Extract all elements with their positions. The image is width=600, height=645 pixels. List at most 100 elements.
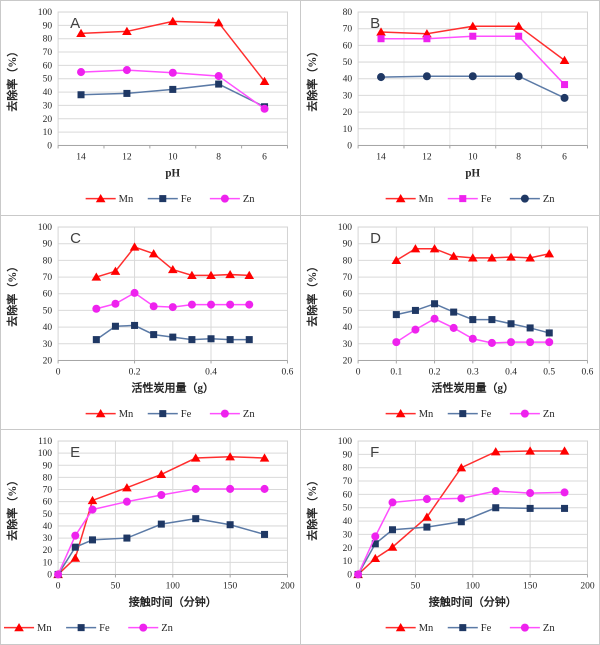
panel-a: 0 10 20 30 40 50 60 70 80 90 100 14 12 10 8 6 pH 去除率（%） A M… (1, 1, 300, 215)
svg-text:10: 10 (168, 152, 178, 162)
svg-text:30: 30 (342, 531, 352, 541)
legend-item-Zn-panel-F: Zn (509, 623, 555, 634)
svg-text:A: A (70, 15, 80, 32)
svg-text:去除率（%）: 去除率（%） (5, 475, 19, 541)
svg-text:Mn: Mn (418, 409, 433, 420)
svg-text:50: 50 (43, 75, 53, 85)
svg-text:0.2: 0.2 (129, 367, 141, 377)
svg-text:40: 40 (43, 522, 53, 532)
svg-text:20: 20 (342, 108, 352, 118)
series-Mn-panel-E (53, 452, 270, 579)
series-Fe-panel-D (392, 299, 553, 337)
svg-text:Fe: Fe (480, 194, 491, 205)
svg-text:0: 0 (347, 141, 352, 151)
series-Mn-panel-F (352, 446, 569, 579)
svg-text:50: 50 (342, 306, 352, 316)
svg-text:70: 70 (342, 273, 352, 283)
svg-text:10: 10 (43, 128, 53, 138)
svg-text:Zn: Zn (542, 409, 554, 420)
svg-text:150: 150 (223, 582, 238, 592)
svg-text:去除率（%）: 去除率（%） (305, 260, 319, 326)
svg-text:Zn: Zn (161, 623, 173, 634)
svg-text:80: 80 (342, 8, 352, 18)
svg-text:50: 50 (43, 510, 53, 520)
svg-text:0.5: 0.5 (543, 367, 555, 377)
svg-text:60: 60 (43, 289, 53, 299)
svg-text:80: 80 (342, 256, 352, 266)
svg-text:20: 20 (43, 115, 53, 125)
svg-text:100: 100 (38, 449, 53, 459)
legend-item-Fe-panel-A: Fe (147, 194, 192, 205)
svg-text:Fe: Fe (181, 194, 192, 205)
svg-text:接触时间（分钟）: 接触时间（分钟） (129, 595, 217, 609)
series-Zn-panel-C (92, 288, 254, 313)
svg-text:70: 70 (342, 477, 352, 487)
svg-text:90: 90 (43, 239, 53, 249)
panel-c-chart: 20 30 40 50 60 70 80 90 100 0 0.2 0.4 0.6 活性炭用量（g） 去除率… (5, 223, 294, 420)
svg-text:30: 30 (43, 101, 53, 111)
svg-text:活性炭用量（g）: 活性炭用量（g） (431, 380, 514, 394)
svg-text:Zn: Zn (243, 194, 255, 205)
svg-text:8: 8 (216, 152, 221, 162)
axes-panel-B: 0 10 20 30 40 50 60 70 80 14 12 10 8 6 pH 去除率（%） B (305, 8, 588, 180)
svg-text:70: 70 (43, 486, 53, 496)
svg-text:50: 50 (410, 582, 420, 592)
panel-c: 20 30 40 50 60 70 80 90 100 0 0.2 0.4 0.6 活性炭用量（g） 去除率… (1, 215, 300, 430)
svg-text:8: 8 (516, 152, 521, 162)
panel-b: 0 10 20 30 40 50 60 70 80 14 12 10 8 6 pH 去除率（%） B Mn Fe Zn (300, 1, 599, 215)
panel-d: 20 30 40 50 60 70 80 90 100 0 0.1 0.2 0.3 0.4 0.5 0.6 活性… (300, 215, 599, 430)
legend-item-Mn-panel-D: Mn (385, 408, 434, 420)
svg-text:0.6: 0.6 (581, 367, 593, 377)
series-Zn-panel-E (54, 485, 269, 579)
svg-text:0.6: 0.6 (282, 367, 294, 377)
svg-text:30: 30 (342, 91, 352, 101)
svg-text:pH: pH (165, 168, 180, 180)
svg-text:去除率（%）: 去除率（%） (305, 46, 319, 112)
svg-text:接触时间（分钟）: 接触时间（分钟） (428, 595, 516, 609)
svg-text:70: 70 (342, 25, 352, 35)
legend-item-Zn-panel-B: Zn (509, 194, 555, 205)
svg-text:6: 6 (262, 152, 267, 162)
svg-text:60: 60 (342, 289, 352, 299)
svg-text:200: 200 (280, 582, 295, 592)
svg-text:0: 0 (347, 571, 352, 581)
svg-text:Fe: Fe (181, 409, 192, 420)
svg-text:40: 40 (43, 323, 53, 333)
svg-text:0: 0 (47, 571, 52, 581)
legend-item-Zn-panel-A: Zn (209, 194, 255, 205)
legend-item-Zn-panel-E: Zn (128, 623, 174, 634)
svg-text:100: 100 (337, 437, 352, 447)
series-Fe-panel-C (92, 321, 253, 343)
svg-text:40: 40 (342, 323, 352, 333)
svg-text:80: 80 (43, 256, 53, 266)
svg-text:0.4: 0.4 (205, 367, 217, 377)
series-Zn-panel-F (353, 487, 569, 579)
svg-text:50: 50 (111, 582, 121, 592)
svg-text:10: 10 (342, 557, 352, 567)
svg-text:50: 50 (43, 306, 53, 316)
legend-item-Zn-panel-D: Zn (509, 409, 555, 420)
legend-item-Mn-panel-B: Mn (385, 193, 434, 205)
svg-text:0: 0 (56, 367, 61, 377)
svg-text:100: 100 (38, 8, 53, 18)
panel-b-chart: 0 10 20 30 40 50 60 70 80 14 12 10 8 6 pH 去除率（%） B Mn Fe Zn (305, 8, 588, 205)
panel-f: 0 10 20 30 40 50 60 70 80 90 100 0 50 100 150 200 接触时间（分… (300, 430, 599, 644)
svg-text:12: 12 (122, 152, 132, 162)
legend-item-Fe-panel-D: Fe (447, 409, 491, 420)
legend-item-Mn-panel-F: Mn (385, 623, 434, 634)
svg-text:Fe: Fe (480, 623, 491, 634)
svg-text:80: 80 (43, 474, 53, 484)
legend-item-Mn-panel-A: Mn (85, 193, 134, 205)
svg-text:20: 20 (342, 356, 352, 366)
series-Zn-panel-B (376, 72, 569, 102)
svg-text:90: 90 (342, 451, 352, 461)
axes-panel-E: 0 10 20 30 40 50 60 70 80 90 100 110 0 50 100 150 200 接触时… (5, 437, 295, 609)
svg-text:0.4: 0.4 (505, 367, 517, 377)
legend-item-Fe-panel-E: Fe (66, 623, 110, 634)
svg-text:50: 50 (342, 58, 352, 68)
svg-text:14: 14 (376, 152, 386, 162)
svg-text:60: 60 (43, 61, 53, 71)
svg-text:去除率（%）: 去除率（%） (5, 46, 19, 112)
svg-text:90: 90 (43, 21, 53, 31)
svg-text:40: 40 (342, 75, 352, 85)
